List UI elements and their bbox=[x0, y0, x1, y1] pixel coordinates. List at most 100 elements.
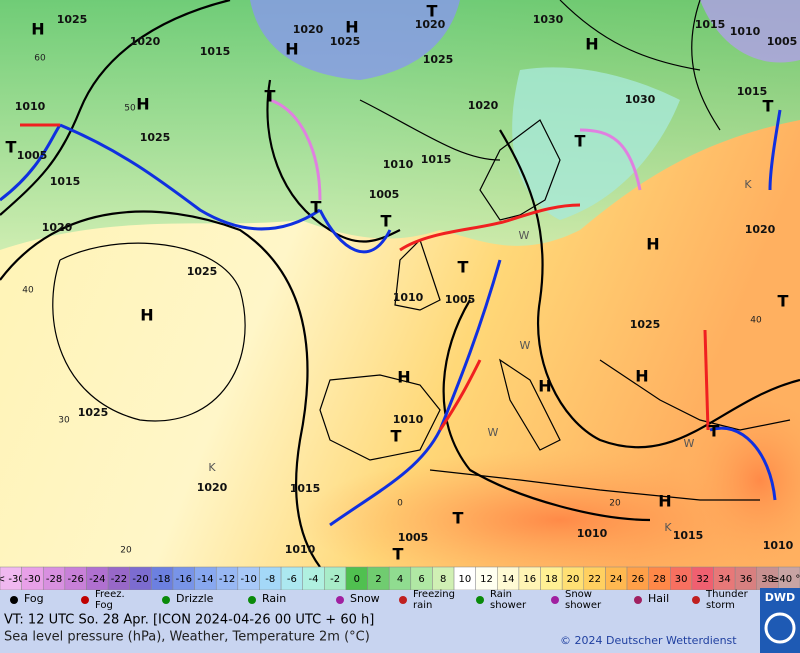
pressure-center: H bbox=[585, 35, 598, 54]
logo: DWD bbox=[765, 591, 795, 604]
legend-icon bbox=[692, 596, 700, 604]
pressure-center: T bbox=[763, 97, 774, 116]
air-mass-marker: W bbox=[488, 426, 499, 439]
isobar-label: 1010 bbox=[577, 527, 608, 540]
scale-label: 0 bbox=[354, 574, 360, 585]
legend-label: shower bbox=[490, 600, 527, 611]
pressure-center: T bbox=[709, 422, 720, 441]
scale-label: 22 bbox=[588, 574, 601, 585]
scale-label: 28 bbox=[653, 574, 666, 585]
isobar-label: 1025 bbox=[57, 13, 88, 26]
isobar-label: 1010 bbox=[383, 158, 414, 171]
isobar-label: 1005 bbox=[369, 188, 400, 201]
grid-label: 20 bbox=[609, 499, 621, 509]
pressure-center: T bbox=[393, 545, 404, 564]
isobar-label: 1020 bbox=[468, 99, 499, 112]
isobar-label: 1010 bbox=[15, 100, 46, 113]
isobar-label: 1015 bbox=[695, 18, 726, 31]
pressure-center: H bbox=[646, 235, 659, 254]
scale-label: 30 bbox=[675, 574, 688, 585]
legend-icon bbox=[162, 596, 170, 604]
isobar-label: 1030 bbox=[533, 13, 564, 26]
pressure-center: H bbox=[538, 377, 551, 396]
legend-label: Freezing bbox=[413, 589, 455, 600]
grid-label: 40 bbox=[750, 316, 762, 326]
pressure-center: T bbox=[778, 292, 789, 311]
fronts bbox=[0, 98, 782, 527]
scale-label: 4 bbox=[397, 574, 403, 585]
pressure-center: T bbox=[427, 2, 438, 21]
pressure-center: T bbox=[381, 212, 392, 231]
isobar-label: 1020 bbox=[293, 23, 324, 36]
air-mass-marker: K bbox=[208, 461, 216, 474]
isobar-label: 1015 bbox=[200, 45, 231, 58]
air-mass-marker: W bbox=[520, 339, 531, 352]
pressure-center: T bbox=[311, 198, 322, 217]
scale-label: -14 bbox=[197, 574, 213, 585]
pressure-center: H bbox=[31, 20, 44, 39]
isobar-label: 1010 bbox=[285, 543, 316, 556]
isobar-label: 1010 bbox=[730, 25, 761, 38]
scale-label: -12 bbox=[219, 574, 235, 585]
scale-label: 16 bbox=[523, 574, 536, 585]
valid-time: VT: 12 UTC So. 28 Apr. [ICON 2024-04-26 … bbox=[4, 613, 374, 628]
isobar-label: 1005 bbox=[767, 35, 798, 48]
legend-label: storm bbox=[706, 600, 735, 611]
legend-label: rain bbox=[413, 600, 432, 611]
scale-label: 18 bbox=[545, 574, 558, 585]
legend-label: shower bbox=[565, 600, 602, 611]
legend-icon bbox=[10, 596, 18, 604]
isobar-label: 1020 bbox=[197, 481, 228, 494]
scale-label: 14 bbox=[502, 574, 515, 585]
scale-label: -24 bbox=[89, 574, 105, 585]
scale-label: -6 bbox=[287, 574, 297, 585]
pressure-center: H bbox=[136, 95, 149, 114]
pressure-center: T bbox=[575, 132, 586, 151]
scale-label: 6 bbox=[418, 574, 424, 585]
pressure-center: T bbox=[458, 258, 469, 277]
scale-label: 36 bbox=[740, 574, 753, 585]
legend-label: Fog bbox=[24, 592, 44, 605]
scale-label: -30 bbox=[24, 574, 40, 585]
scale-label: -8 bbox=[265, 574, 275, 585]
isobar-label: 1015 bbox=[673, 529, 704, 542]
legend-label: Freez. bbox=[95, 589, 125, 600]
legend-label: Snow bbox=[565, 589, 592, 600]
grid-label: 40 bbox=[22, 286, 34, 296]
legend-label: Drizzle bbox=[176, 592, 214, 605]
isobar-label: 1010 bbox=[393, 291, 424, 304]
isobar-label: 1020 bbox=[42, 221, 73, 234]
scale-label: -28 bbox=[46, 574, 62, 585]
isobar-label: 1025 bbox=[630, 318, 661, 331]
scale-label: 34 bbox=[718, 574, 731, 585]
isobar-label: 1005 bbox=[445, 293, 476, 306]
map-labels: 1025 1020 1015 1020 1025 1020 1025 1030 1015 1010… bbox=[6, 2, 798, 564]
pressure-center: H bbox=[658, 492, 671, 511]
pressure-center: T bbox=[453, 509, 464, 528]
isobar-label: 1010 bbox=[393, 413, 424, 426]
pressure-center: T bbox=[391, 427, 402, 446]
air-mass-marker: W bbox=[684, 437, 695, 450]
legend-icon bbox=[248, 596, 256, 604]
legend-icon bbox=[476, 596, 484, 604]
isobar-label: 1020 bbox=[130, 35, 161, 48]
pressure-center: T bbox=[265, 87, 276, 106]
isobar-label: 1010 bbox=[763, 539, 794, 552]
legend-icon bbox=[336, 596, 344, 604]
isobar-label: 1005 bbox=[398, 531, 429, 544]
pressure-center: T bbox=[6, 138, 17, 157]
scale-label: < -30 bbox=[0, 574, 25, 585]
isobar-label: 1015 bbox=[50, 175, 81, 188]
isobar-label: 1005 bbox=[17, 149, 48, 162]
air-mass-marker: K bbox=[664, 521, 672, 534]
grid-label: 0 bbox=[397, 499, 403, 509]
isobar-label: 1015 bbox=[737, 85, 768, 98]
scale-label: 10 bbox=[458, 574, 471, 585]
scale-label: 32 bbox=[696, 574, 709, 585]
isobar-label: 1025 bbox=[187, 265, 218, 278]
pressure-center: H bbox=[397, 368, 410, 387]
isobar-label: 1025 bbox=[78, 406, 109, 419]
scale-label: -18 bbox=[154, 574, 170, 585]
scale-label: -16 bbox=[176, 574, 192, 585]
isobar-label: 1025 bbox=[330, 35, 361, 48]
